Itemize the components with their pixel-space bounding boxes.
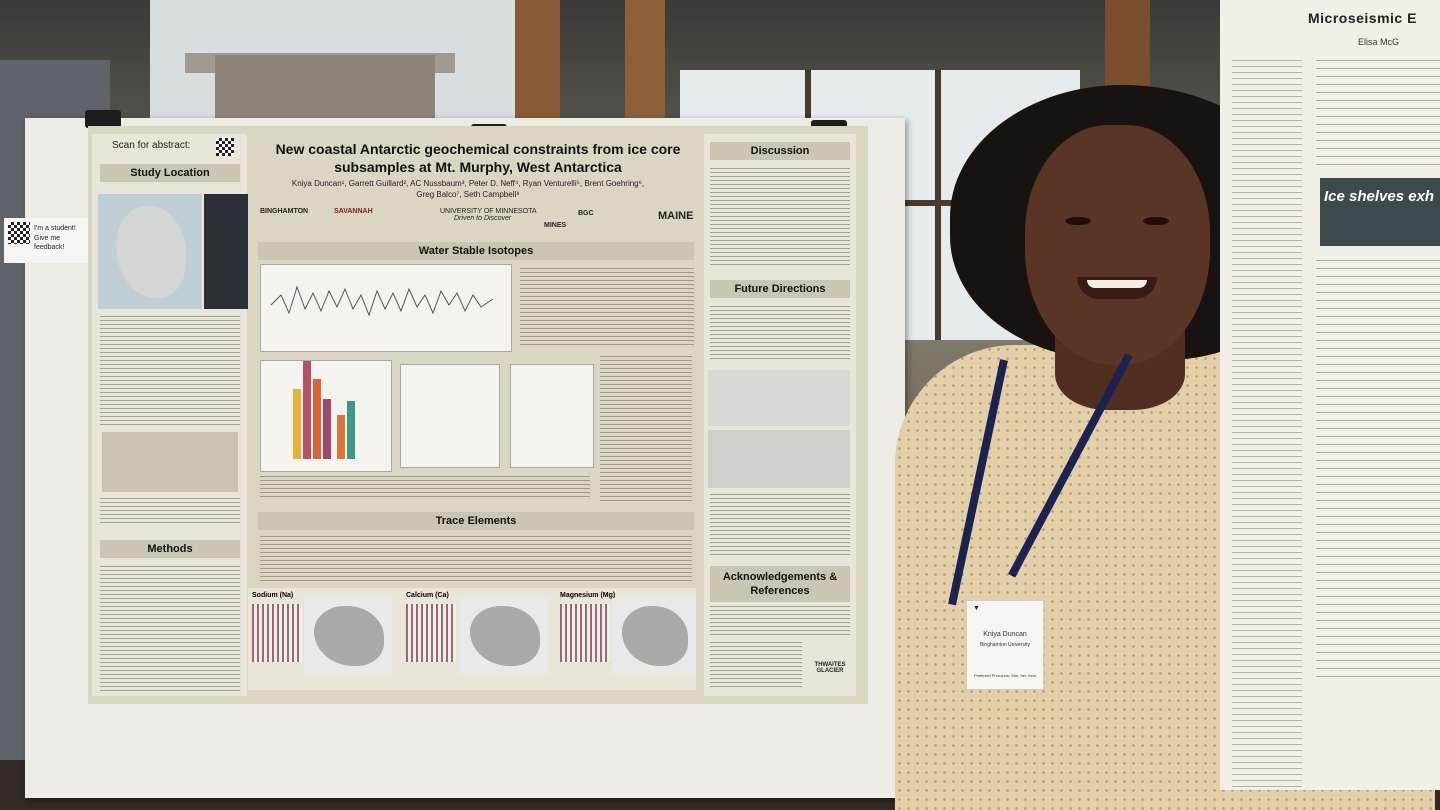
- neighbor-poster-text: [1316, 260, 1440, 680]
- logo-maine: MAINE: [658, 210, 694, 222]
- neighbor-poster-banner: Ice shelves exh: [1320, 178, 1440, 246]
- acknowledgements-text: [710, 606, 850, 636]
- figure-caption: [100, 498, 240, 524]
- logo-bgc: BGC: [578, 210, 594, 217]
- methods-text: [100, 566, 240, 692]
- discussion-text: [710, 168, 850, 268]
- radar-figure-bottom: [708, 430, 850, 488]
- binder-clip: [85, 110, 121, 128]
- badge-school: Binghamton University: [979, 642, 1031, 648]
- isotope-distance-scatter: [400, 364, 500, 468]
- eye: [1143, 217, 1169, 225]
- isotope-temperature-scatter: [510, 364, 594, 468]
- isotope-timeseries-figure: [260, 264, 512, 352]
- isotope-discussion-text: [600, 356, 692, 504]
- section-future-directions: Future Directions: [710, 280, 850, 298]
- calcium-profile: [406, 604, 456, 662]
- figure-caption: [710, 494, 850, 556]
- badge-pronouns: Preferred Pronouns: She, her, hers: [973, 673, 1037, 678]
- neighbor-poster-author: Elisa McG: [1358, 37, 1400, 47]
- poster-title-line2: subsamples at Mt. Murphy, West Antarctic…: [334, 159, 622, 175]
- badge-logo-icon: ▼: [973, 605, 980, 612]
- sticky-note-line1: I'm a student!: [34, 225, 76, 232]
- neighbor-poster-text: [1316, 60, 1440, 170]
- magnesium-map: [612, 598, 696, 674]
- magnesium-profile: [560, 604, 610, 662]
- section-discussion: Discussion: [710, 142, 850, 160]
- map-label-sodium: Sodium (Na): [252, 592, 294, 599]
- name-badge: ▼ Kniya Duncan Binghamton University Pre…: [966, 600, 1044, 690]
- field-photo: [204, 194, 248, 309]
- neighbor-poster-banner-text: Ice shelves exh: [1324, 188, 1435, 205]
- logo-mines: MINES: [544, 222, 567, 229]
- eye: [1065, 217, 1091, 225]
- logo-minnesota-name: UNIVERSITY OF MINNESOTA: [440, 208, 537, 215]
- poster-authors: Kniya Duncan¹, Garrett Guillard², AC Nus…: [278, 178, 658, 200]
- left-column: Scan for abstract: Study Location Method…: [92, 134, 248, 696]
- neighbor-poster-title: Microseismic E: [1308, 10, 1417, 26]
- person-blouse: [895, 345, 1435, 810]
- logo-thwaites: THWAITES GLACIER: [814, 662, 846, 674]
- poster-title: New coastal Antarctic geochemical constr…: [258, 140, 698, 176]
- isotope-text: [520, 268, 694, 346]
- person-face: [1025, 125, 1210, 365]
- wood-post: [515, 0, 560, 130]
- section-water-isotopes: Water Stable Isotopes: [258, 242, 694, 260]
- sodium-map: [304, 598, 392, 674]
- wood-post: [625, 0, 665, 130]
- logo-savannah: SAVANNAH: [334, 208, 373, 215]
- element-maps: Sodium (Na) Calcium (Ca) Magnesium (Mg): [248, 588, 696, 690]
- radar-profile-figure: [102, 432, 238, 492]
- study-location-text: [100, 316, 240, 426]
- sodium-profile: [252, 604, 302, 662]
- research-poster: Scan for abstract: Study Location Method…: [88, 126, 868, 704]
- poster-authors-line1: Kniya Duncan¹, Garrett Guillard², AC Nus…: [291, 179, 645, 188]
- radar-figure-top: [708, 370, 850, 426]
- neighbor-poster: [1220, 0, 1440, 790]
- study-location-map: [98, 194, 202, 309]
- sticky-note-line2: Give me feedback!: [34, 235, 65, 251]
- isotope-timeseries-line: [270, 285, 494, 317]
- section-trace-elements: Trace Elements: [258, 512, 694, 530]
- qr-code-icon: [8, 222, 30, 244]
- section-methods: Methods: [100, 540, 240, 558]
- qr-code-icon: [216, 138, 234, 156]
- stone-chimney: [215, 55, 435, 125]
- references-text: [710, 642, 802, 690]
- section-acknowledgements: Acknowledgements & References: [710, 566, 850, 602]
- neighbor-poster-text: [1232, 60, 1302, 790]
- feedback-sticky-note: I'm a student! Give me feedback!: [4, 218, 90, 263]
- badge-name: Kniya Duncan: [983, 631, 1027, 638]
- calcium-map: [460, 598, 548, 674]
- poster-authors-line2: Greg Balco⁷, Seth Campbell⁸: [416, 190, 520, 199]
- isotope-histogram: [260, 360, 392, 472]
- logo-minnesota-tag: Driven to Discover: [454, 215, 512, 222]
- poster-title-line1: New coastal Antarctic geochemical constr…: [275, 141, 681, 157]
- trace-elements-text: [260, 536, 692, 584]
- figure-caption: [260, 476, 590, 500]
- section-study-location: Study Location: [100, 164, 240, 182]
- right-column: Discussion Future Directions Acknowledge…: [704, 134, 856, 696]
- map-label-calcium: Calcium (Ca): [406, 592, 449, 599]
- map-label-magnesium: Magnesium (Mg): [560, 592, 616, 599]
- logo-binghamton: BINGHAMTON: [260, 208, 309, 215]
- smile: [1077, 277, 1157, 299]
- logo-minnesota: UNIVERSITY OF MINNESOTA Driven to Discov…: [440, 208, 537, 222]
- scan-label: Scan for abstract:: [112, 140, 191, 151]
- future-directions-text: [710, 306, 850, 362]
